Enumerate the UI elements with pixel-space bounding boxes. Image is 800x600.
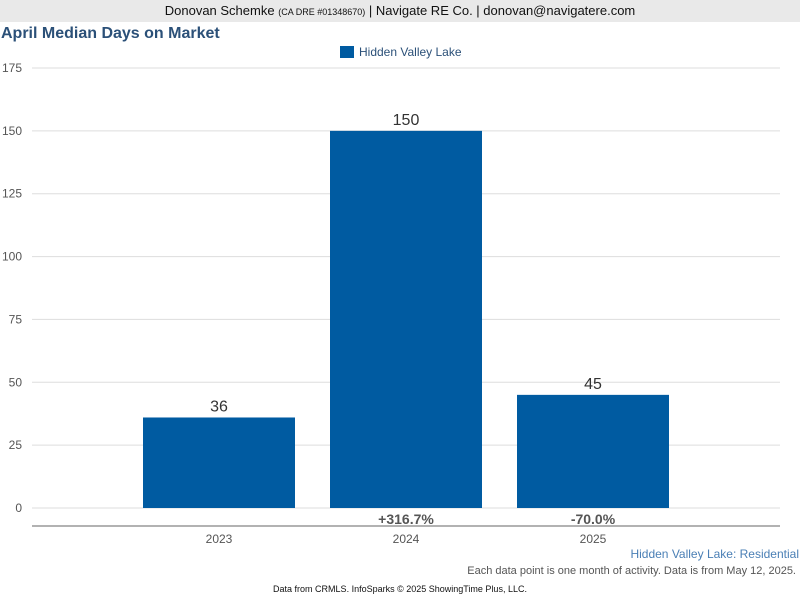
legend-label: Hidden Valley Lake <box>359 45 462 59</box>
bar[interactable] <box>143 417 295 508</box>
y-tick-label: 100 <box>2 250 22 264</box>
series-label[interactable]: Hidden Valley Lake: Residential <box>630 547 799 561</box>
chart-title: April Median Days on Market <box>1 25 220 42</box>
x-tick-label: 2025 <box>580 532 607 546</box>
agent-name: Donovan Schemke <box>164 3 275 18</box>
y-tick-label: 50 <box>9 375 23 389</box>
y-tick-label: 75 <box>9 312 23 326</box>
x-tick-label: 2024 <box>393 532 420 546</box>
y-tick-label: 25 <box>9 438 23 452</box>
legend[interactable]: Hidden Valley Lake <box>340 45 462 59</box>
source-note: Data from CRMLS. InfoSparks © 2025 Showi… <box>273 584 527 594</box>
data-label: 150 <box>393 112 420 129</box>
bar[interactable] <box>330 130 482 508</box>
change-label: -70.0% <box>571 511 616 527</box>
header-bar: Donovan Schemke (CA DRE #01348670) | Nav… <box>0 0 800 22</box>
x-tick-label: 2023 <box>206 532 233 546</box>
activity-note: Each data point is one month of activity… <box>467 565 796 577</box>
agent-contact: | Navigate RE Co. | donovan@navigatere.c… <box>368 3 636 18</box>
change-label: +316.7% <box>378 511 434 527</box>
y-tick-label: 125 <box>2 187 22 201</box>
y-tick-label: 0 <box>15 501 22 515</box>
y-tick-label: 150 <box>2 124 22 138</box>
data-label: 45 <box>584 376 602 393</box>
bar[interactable] <box>517 394 669 508</box>
y-tick-label: 175 <box>2 61 22 75</box>
data-label: 36 <box>210 398 228 415</box>
legend-swatch <box>340 46 354 58</box>
license-number: (CA DRE #01348670) <box>278 7 366 17</box>
